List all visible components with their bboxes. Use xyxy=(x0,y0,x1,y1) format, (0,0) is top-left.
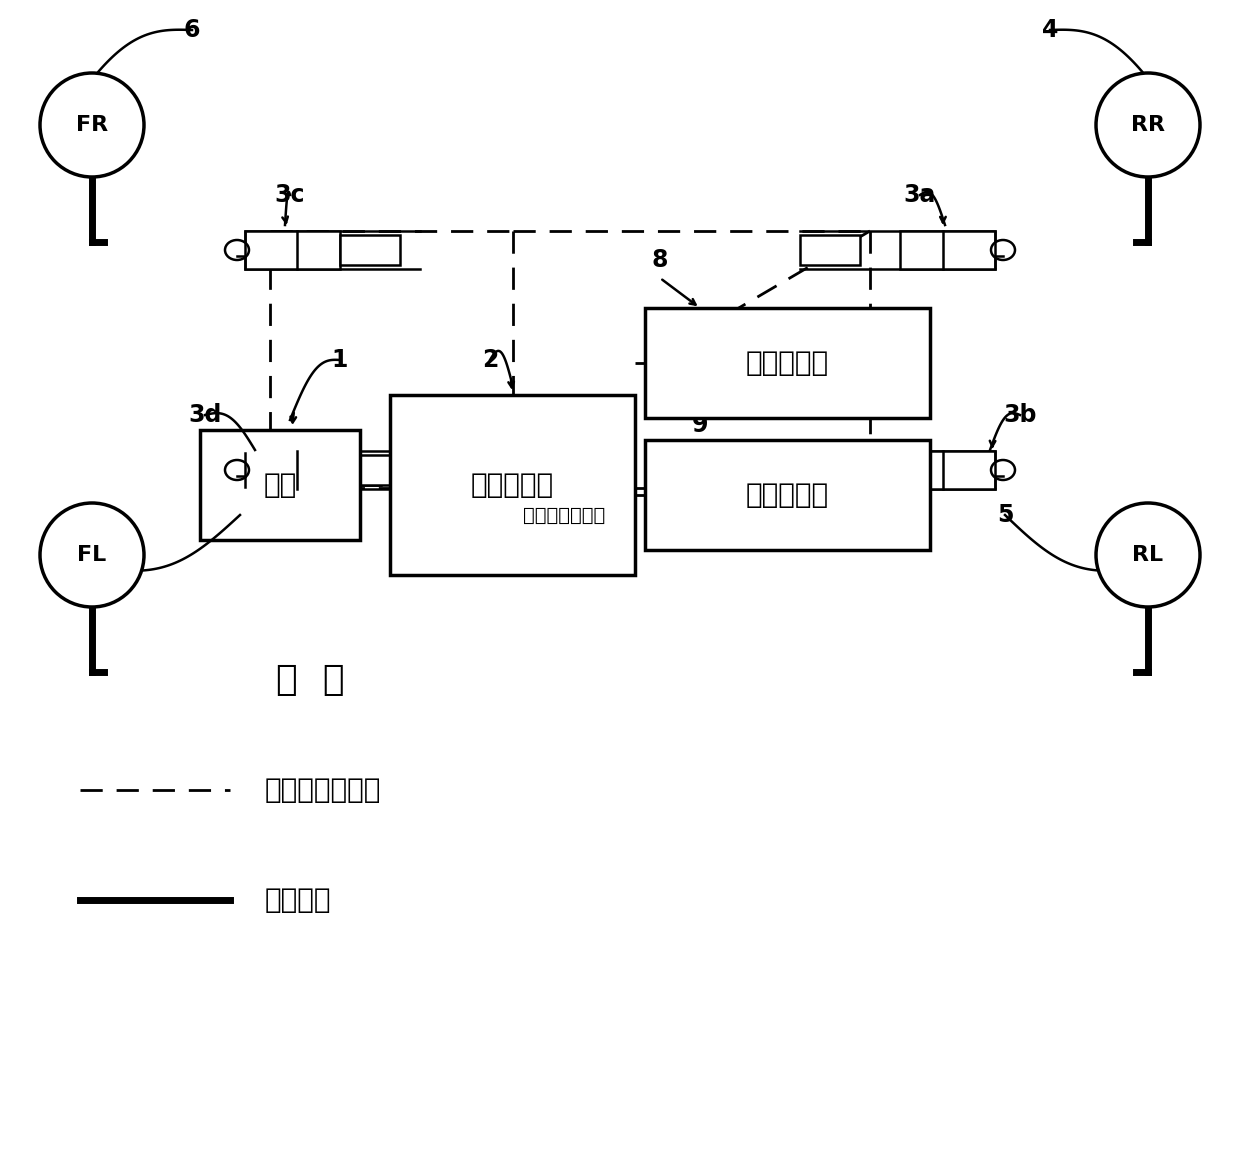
Ellipse shape xyxy=(991,461,1016,480)
Text: 图  例: 图 例 xyxy=(275,664,345,697)
Text: 3c: 3c xyxy=(275,183,305,206)
Bar xyxy=(340,235,401,264)
Bar xyxy=(900,451,994,490)
Ellipse shape xyxy=(224,240,249,260)
Text: FR: FR xyxy=(76,115,108,135)
Bar xyxy=(900,231,994,269)
Text: 制动管路: 制动管路 xyxy=(265,886,331,914)
Ellipse shape xyxy=(991,240,1016,260)
Text: RR: RR xyxy=(1131,115,1166,135)
Text: 3a: 3a xyxy=(904,183,936,206)
Bar xyxy=(200,430,360,541)
Bar xyxy=(800,235,861,264)
Text: 6: 6 xyxy=(184,19,200,42)
Text: RL: RL xyxy=(1132,545,1163,565)
Text: 9: 9 xyxy=(692,413,708,437)
Text: 4: 4 xyxy=(1042,19,1058,42)
Circle shape xyxy=(1096,73,1200,177)
Text: 1: 1 xyxy=(332,348,348,372)
Bar xyxy=(391,396,635,575)
Text: 故障指示灯: 故障指示灯 xyxy=(746,481,830,509)
Text: 2: 2 xyxy=(482,348,498,372)
Text: 信号线和电源线: 信号线和电源线 xyxy=(265,776,382,804)
Text: 8: 8 xyxy=(652,248,668,271)
Bar xyxy=(246,231,340,269)
Bar xyxy=(800,455,861,485)
Text: 5: 5 xyxy=(997,503,1013,527)
Bar xyxy=(340,455,401,485)
Text: FL: FL xyxy=(77,545,107,565)
Text: 至其它电控系统: 至其它电控系统 xyxy=(522,506,605,525)
Text: 制动控制器: 制动控制器 xyxy=(471,471,554,499)
Circle shape xyxy=(40,73,144,177)
Text: 电源: 电源 xyxy=(263,471,296,499)
Bar xyxy=(645,440,930,550)
Text: 3d: 3d xyxy=(188,403,222,427)
Circle shape xyxy=(1096,503,1200,607)
Ellipse shape xyxy=(224,461,249,480)
Text: 3b: 3b xyxy=(1003,403,1037,427)
Text: 7: 7 xyxy=(232,503,248,527)
Text: 制动灯开关: 制动灯开关 xyxy=(746,349,830,377)
Bar xyxy=(645,309,930,418)
Bar xyxy=(246,451,340,490)
Circle shape xyxy=(40,503,144,607)
